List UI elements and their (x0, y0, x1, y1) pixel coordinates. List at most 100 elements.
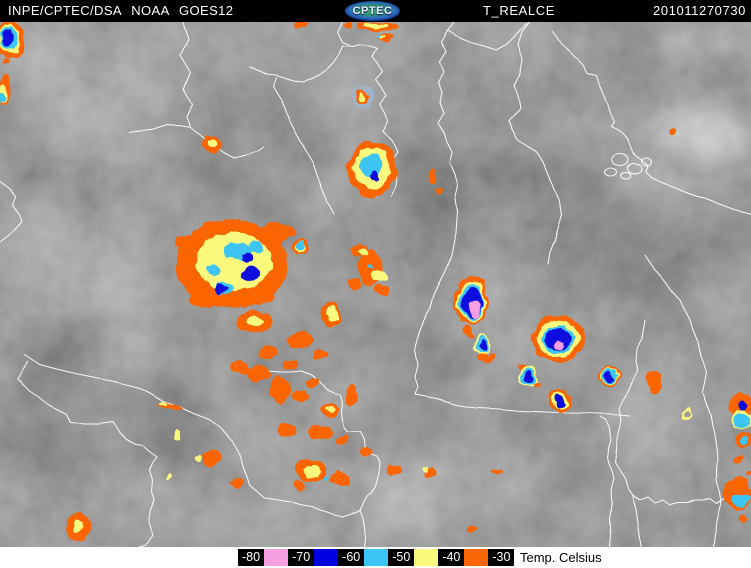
storm-cell-blob (429, 171, 437, 185)
footer-strip: -80 -70 -60 -50 -40 -30 Temp. Celsius (0, 547, 751, 568)
state-border-line (24, 354, 211, 422)
storm-cell-blob (246, 316, 262, 326)
storm-cell-blob (293, 480, 307, 490)
storm-cell-blob (739, 515, 749, 523)
storm-cell-blob (323, 475, 329, 479)
storm-cell-blob (367, 263, 373, 267)
storm-cell-blob (2, 30, 14, 46)
legend-title: Temp. Celsius (520, 550, 602, 565)
storm-cell-blob (359, 93, 365, 101)
state-border-line (414, 22, 459, 396)
storm-cell-blob (230, 477, 244, 487)
storm-cell-blob (0, 92, 6, 102)
storm-cell-blob (158, 404, 168, 408)
storm-cell-blob (532, 382, 540, 388)
storm-cell-blob (176, 235, 204, 251)
storm-cell-blob (739, 437, 749, 445)
storm-cell-blob (349, 280, 361, 290)
state-border-line (599, 416, 614, 547)
storm-cell-blob (732, 454, 744, 462)
state-border-line (631, 494, 726, 506)
storm-cell-blob (207, 264, 221, 276)
header-product-label: T_REALCE (483, 3, 555, 18)
legend-label: -50 (392, 550, 411, 564)
storm-cell-blob (470, 301, 480, 317)
storm-cell-blob (270, 377, 290, 403)
storm-cell-blob (370, 270, 386, 282)
storm-cell-blob (366, 190, 376, 198)
storm-cell-blob (306, 378, 318, 388)
legend-swatch (364, 549, 389, 566)
island-outline (640, 157, 652, 167)
state-border-line (552, 31, 635, 156)
state-border-line (633, 154, 751, 216)
storm-cell-blob (362, 22, 388, 28)
state-border-line (209, 420, 361, 518)
island-outline (619, 172, 631, 180)
storm-cell-blob (304, 466, 320, 476)
cptec-logo: CPTEC (345, 1, 400, 21)
header-timestamp: 201011270730 (653, 3, 746, 18)
storm-cell-blob (466, 525, 478, 533)
storm-cell-blob (248, 241, 264, 253)
storm-cell-blob (326, 406, 336, 412)
storm-cell-blob (293, 22, 309, 28)
legend-label: -60 (342, 550, 361, 564)
island-outline (603, 167, 617, 177)
storm-cell-blob (606, 371, 614, 383)
storm-cell-blob (215, 284, 227, 294)
storm-cell-blob (204, 134, 212, 140)
storm-cell-blob (438, 187, 444, 195)
storm-cell-blob (308, 424, 332, 440)
state-border-line (644, 254, 723, 547)
state-border-line (129, 123, 190, 134)
storm-cell-blob (387, 465, 403, 475)
storm-cell-blob (189, 291, 221, 309)
temperature-legend: -80 -70 -60 -50 -40 -30 (238, 549, 515, 566)
state-border-line (414, 394, 632, 417)
state-border-line (507, 22, 563, 265)
grain-noise-layer (0, 22, 751, 547)
storm-cell-blob (258, 345, 278, 359)
storm-cell-blob (287, 331, 313, 349)
state-borders-layer (0, 22, 751, 547)
state-border-line (249, 45, 353, 83)
storm-cell-blob (647, 371, 663, 393)
storm-cell-blob (194, 455, 202, 461)
storm-cell-blob (230, 362, 250, 374)
state-border-line (180, 22, 193, 129)
storm-cell-blob (327, 306, 337, 322)
storm-cell-blob (258, 222, 294, 242)
storm-cell-blob (296, 242, 306, 250)
legend-swatch (464, 549, 489, 566)
storm-cell-blob (203, 450, 221, 466)
storm-cell-blob (479, 339, 487, 351)
state-border-line (254, 367, 381, 547)
storm-cell-blob (282, 359, 298, 371)
state-border-line (614, 319, 647, 547)
storm-cell-blob (278, 424, 294, 436)
storm-cell-blob (248, 288, 276, 304)
storm-cell-blob (555, 395, 565, 407)
storm-cell-blob (359, 447, 371, 457)
legend-label: -70 (292, 550, 311, 564)
storm-cell-blob (196, 233, 272, 291)
storm-cell-blob (356, 248, 368, 256)
storm-cell-blob (292, 390, 308, 402)
legend-swatch (314, 549, 339, 566)
storm-cell-blob (466, 331, 474, 337)
storm-cell-blob (246, 366, 270, 382)
storm-cell-blob (174, 432, 182, 440)
storm-cell-blob (334, 435, 350, 445)
state-border-line (447, 23, 528, 51)
island-outline (626, 163, 642, 175)
island-outline (611, 153, 629, 167)
legend-swatch (414, 549, 439, 566)
storm-cell-blob (167, 473, 173, 479)
header-bar: INPE/CPTEC/DSA NOAA GOES12 CPTEC T_REALC… (0, 0, 751, 22)
storm-cell-blob (242, 254, 252, 262)
storm-cell-blob (243, 267, 261, 281)
storm-cell-blob (380, 35, 384, 39)
